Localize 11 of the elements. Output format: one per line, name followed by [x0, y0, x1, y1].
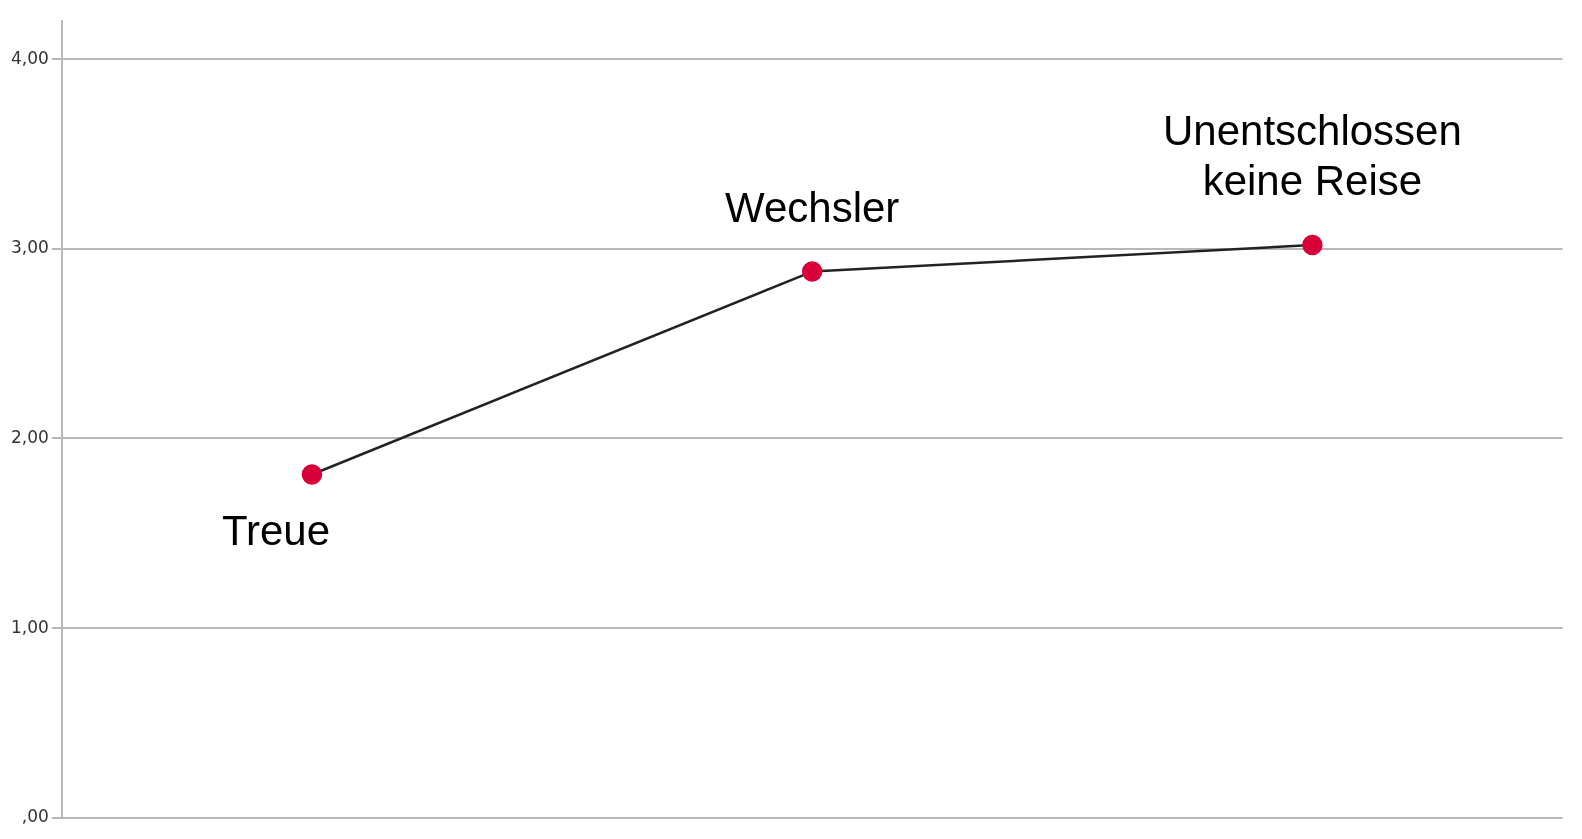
x-tick-label: Wechsler — [725, 183, 900, 231]
point — [801, 261, 823, 282]
y-tick-label: 2,00 — [10, 426, 49, 447]
x-tick-label: Treue — [221, 506, 331, 554]
x-tick-label: Unentschlossen keine Reise — [1162, 107, 1462, 205]
point — [301, 464, 323, 485]
point — [1302, 234, 1323, 256]
y-tick-label: 3,00 — [10, 237, 49, 258]
y-tick-label: 1,00 — [10, 616, 49, 637]
y-tick-label: 4,00 — [10, 47, 49, 68]
y-tick-label: ,00 — [21, 806, 49, 827]
